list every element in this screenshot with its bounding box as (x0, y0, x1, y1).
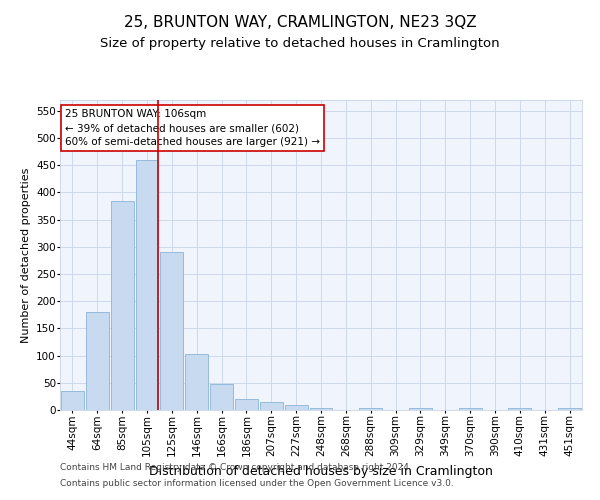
Bar (160, 252, 183, 410)
Bar (558, 408, 581, 410)
Y-axis label: Number of detached properties: Number of detached properties (20, 168, 31, 342)
Bar (235, 399, 258, 410)
Text: Size of property relative to detached houses in Cramlington: Size of property relative to detached ho… (100, 38, 500, 51)
Bar (359, 408, 382, 410)
Bar (185, 354, 208, 410)
Bar (310, 408, 332, 410)
X-axis label: Distribution of detached houses by size in Cramlington: Distribution of detached houses by size … (149, 464, 493, 477)
Bar (136, 160, 158, 410)
Bar (285, 404, 308, 410)
Text: 25 BRUNTON WAY: 106sqm
← 39% of detached houses are smaller (602)
60% of semi-de: 25 BRUNTON WAY: 106sqm ← 39% of detached… (65, 110, 320, 148)
Text: Contains public sector information licensed under the Open Government Licence v3: Contains public sector information licen… (60, 478, 454, 488)
Bar (459, 408, 482, 410)
Bar (260, 402, 283, 410)
Bar (409, 408, 432, 410)
Bar (111, 200, 134, 410)
Bar (86, 312, 109, 410)
Bar (210, 384, 233, 410)
Bar (508, 408, 531, 410)
Bar (61, 391, 84, 410)
Text: Contains HM Land Registry data © Crown copyright and database right 2024.: Contains HM Land Registry data © Crown c… (60, 464, 412, 472)
Text: 25, BRUNTON WAY, CRAMLINGTON, NE23 3QZ: 25, BRUNTON WAY, CRAMLINGTON, NE23 3QZ (124, 15, 476, 30)
